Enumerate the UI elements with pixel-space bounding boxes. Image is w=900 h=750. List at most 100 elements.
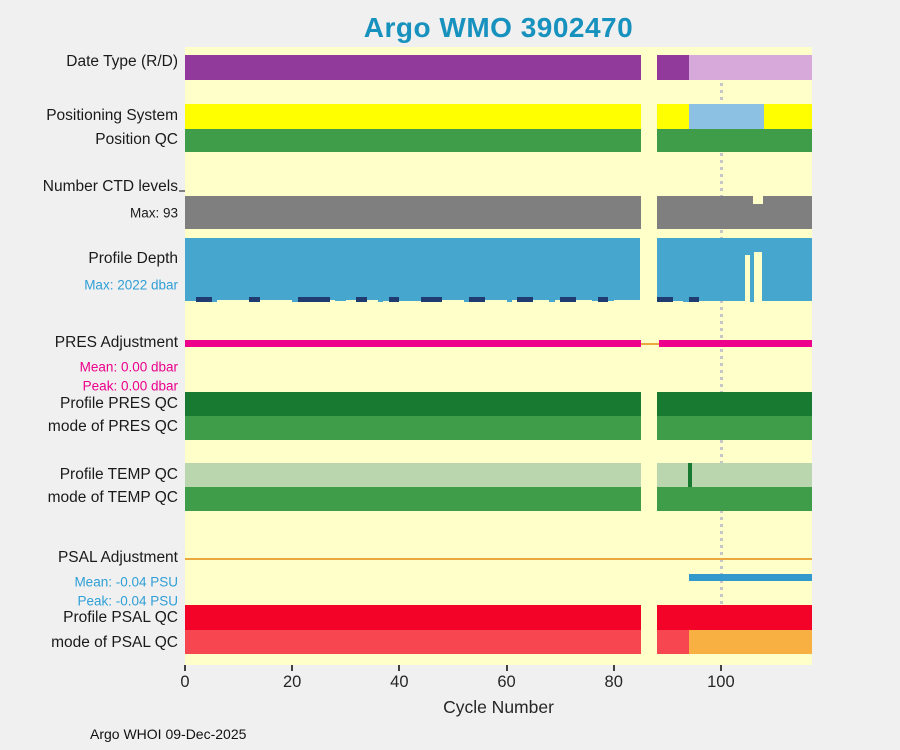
mode-pres-qc-segment [185, 416, 641, 440]
row-label: Number CTD levels [42, 178, 178, 195]
profile-depth-segment [420, 238, 427, 302]
row-label: mode of PRES QC [47, 418, 178, 435]
ctd-levels-segment [753, 204, 763, 229]
profile-depth-segment [383, 238, 421, 301]
deep-sample-mark [597, 297, 609, 302]
profile-depth-segment [613, 238, 641, 301]
position-qc-segment [656, 129, 812, 152]
profile-depth-segment [292, 238, 298, 302]
profile-depth-segment [683, 238, 689, 302]
profile-depth-segment [377, 238, 384, 302]
x-tick-mark [505, 665, 508, 671]
profile-depth-segment [656, 238, 684, 301]
positioning-system-segment [688, 104, 764, 129]
x-tick-mark [398, 665, 401, 671]
profile-depth-segment [506, 238, 512, 302]
row-label: PSAL Adjustment [57, 549, 178, 566]
x-tick-label: 40 [390, 673, 409, 691]
psal-adjustment-segment [688, 574, 812, 581]
mode-psal-qc-segment [656, 630, 689, 654]
deep-sample-mark [356, 297, 368, 302]
deep-sample-mark [688, 297, 700, 302]
profile-depth-segment [549, 238, 555, 302]
row-label: Profile Depth [88, 250, 178, 267]
profile-depth-segment [185, 238, 212, 301]
date-type-segment [656, 55, 689, 80]
deep-sample-mark [195, 297, 212, 302]
pres-adjustment-segment [659, 340, 812, 347]
profile-depth-segment [335, 238, 346, 302]
profile-depth-segment [249, 238, 255, 302]
mode-temp-qc-segment [656, 487, 812, 511]
ctd-levels-segment [185, 196, 641, 229]
deep-sample-mark [249, 297, 260, 302]
x-tick-label: 60 [497, 673, 516, 691]
row-label: Max: 93 [129, 205, 178, 221]
profile-depth-segment [761, 238, 812, 301]
ctd-levels-segment [656, 196, 754, 229]
deep-sample-mark [560, 297, 577, 302]
row-label: Peak: 0.00 dbar [82, 378, 178, 394]
profile-depth-segment [554, 238, 593, 301]
profile-pres-qc-segment [185, 392, 641, 416]
deep-sample-mark [297, 297, 330, 302]
row-label: Profile TEMP QC [59, 466, 178, 483]
deep-sample-mark [388, 297, 400, 302]
row-label: Peak: -0.04 PSU [77, 593, 178, 609]
row-label: Date Type (R/D) [66, 53, 178, 70]
row-label: PRES Adjustment [54, 334, 178, 351]
x-tick-mark [184, 665, 186, 671]
profile-depth-segment [745, 238, 751, 256]
profile-depth-segment [345, 238, 378, 301]
mode-pres-qc-segment [656, 416, 812, 440]
positioning-system-segment [656, 104, 689, 129]
row-label: Profile PRES QC [59, 395, 178, 412]
x-tick-mark [291, 665, 294, 671]
x-axis-label: Cycle Number [443, 697, 554, 717]
row-label: Mean: -0.04 PSU [74, 574, 178, 590]
profile-depth-segment [469, 238, 507, 301]
reference-vline [719, 55, 723, 605]
x-tick-mark [612, 665, 615, 671]
row-label: Mean: 0.00 dbar [79, 359, 178, 375]
profile-depth-segment [297, 238, 336, 300]
positioning-system-segment [763, 104, 812, 129]
profile-temp-qc-segment [688, 463, 693, 487]
profile-temp-qc-segment [185, 463, 641, 487]
position-qc-segment [185, 129, 641, 152]
mode-psal-qc-segment [185, 630, 641, 654]
row-label: Positioning System [46, 107, 178, 124]
deep-sample-mark [517, 297, 534, 302]
date-type-segment [688, 55, 812, 80]
x-tick-label: 20 [282, 673, 302, 691]
x-tick-label: 100 [707, 673, 735, 691]
row-label: mode of TEMP QC [47, 489, 178, 506]
positioning-system-segment [185, 104, 641, 129]
profile-depth-segment [754, 238, 762, 253]
ctd-levels-segment [762, 196, 812, 229]
deep-sample-mark [420, 297, 443, 302]
chart-title: Argo WMO 3902470 [363, 12, 634, 43]
profile-depth-segment [688, 238, 745, 301]
mode-psal-qc-segment [688, 630, 812, 654]
row-label: Position QC [95, 131, 178, 148]
profile-temp-qc-segment [656, 463, 812, 487]
profile-depth-segment [750, 238, 755, 302]
row-label: Max: 2022 dbar [84, 277, 178, 293]
psal-adj-zero-line-segment [185, 558, 812, 560]
x-tick-mark [719, 665, 722, 671]
profile-psal-qc-segment [656, 605, 812, 630]
deep-sample-mark [656, 297, 673, 302]
profile-depth-segment [217, 238, 250, 300]
profile-depth-segment [426, 238, 464, 300]
profile-depth-segment [463, 238, 469, 302]
plot-area [185, 47, 812, 665]
profile-depth-segment [511, 238, 550, 300]
pres-adjustment-segment [185, 340, 641, 347]
row-label: mode of PSAL QC [51, 634, 178, 651]
row-label: Profile PSAL QC [63, 609, 178, 626]
profile-depth-segment [211, 238, 218, 302]
mode-temp-qc-segment [185, 487, 641, 511]
x-tick-label: 80 [604, 673, 623, 691]
